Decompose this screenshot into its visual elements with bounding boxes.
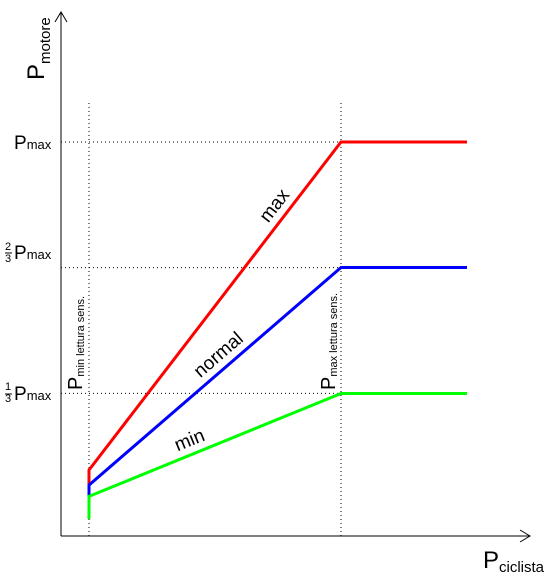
x-marker-max-main: P bbox=[318, 377, 340, 390]
y-marker-pmax-main: P bbox=[14, 133, 27, 154]
y-axis-title-sub: motore bbox=[37, 17, 54, 64]
x-marker-min-sub: min lettura sens. bbox=[75, 296, 87, 377]
series-label-max: max bbox=[256, 185, 295, 227]
x-axis-arrow-icon bbox=[519, 529, 531, 543]
x-axis-title-sub: ciclista bbox=[499, 559, 545, 576]
x-marker-label-max: Pmax lettura sens. bbox=[318, 293, 340, 390]
y-marker-frac-num-1: 1 bbox=[5, 381, 11, 393]
y-axis-title: Pmotore bbox=[23, 17, 54, 80]
x-marker-max-sub: max lettura sens. bbox=[328, 293, 340, 377]
y-marker-pmax-sub: max bbox=[27, 137, 52, 152]
series-line-min bbox=[87, 391, 467, 519]
y-marker-two-thirds-main: P bbox=[14, 243, 27, 264]
axes bbox=[54, 11, 531, 543]
y-marker-frac-den-3b: 3 bbox=[5, 393, 11, 405]
x-marker-label-min: Pmin lettura sens. bbox=[65, 296, 87, 390]
x-axis-title: Pciclista bbox=[483, 547, 545, 576]
y-marker-two-thirds-sub: max bbox=[27, 247, 52, 262]
y-marker-label-two-thirds: 2 3 Pmax bbox=[5, 234, 52, 267]
guide-lines bbox=[61, 100, 342, 536]
y-marker-labels: Pmax 2 3 Pmax 1 3 Pmax bbox=[5, 133, 52, 407]
series-line-normal bbox=[87, 266, 467, 497]
y-marker-label-pmax: Pmax bbox=[14, 133, 52, 154]
y-marker-one-third-sub: max bbox=[27, 388, 52, 403]
y-axis-arrow-icon bbox=[54, 11, 68, 23]
y-axis-title-main: P bbox=[23, 64, 50, 80]
series-layer bbox=[87, 140, 467, 519]
y-marker-one-third-main: P bbox=[14, 384, 27, 405]
x-marker-min-main: P bbox=[65, 377, 87, 390]
y-marker-frac-num-2: 2 bbox=[5, 241, 11, 253]
x-axis-title-main: P bbox=[483, 547, 499, 574]
y-marker-frac-den-3a: 3 bbox=[5, 253, 11, 265]
y-marker-label-one-third: 1 3 Pmax bbox=[5, 374, 52, 407]
